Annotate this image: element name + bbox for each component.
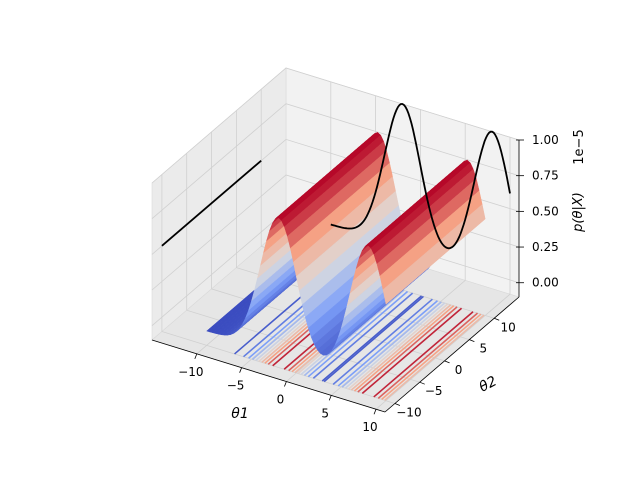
axis-labels: θ1 θ2 p(θ|X) 1e−5 — [231, 129, 587, 422]
marginal-theta1 — [330, 103, 511, 250]
contour-line — [347, 303, 449, 390]
z-tick-label: 1.00 — [532, 133, 559, 147]
grid-line-y — [260, 89, 495, 319]
z-axis-label: p(θ|X) — [571, 192, 586, 233]
grid-line-y — [161, 174, 396, 404]
contour-line — [377, 312, 479, 399]
y-tick-label: −5 — [425, 384, 443, 398]
contour-line — [303, 289, 405, 377]
y-tick — [469, 339, 475, 342]
y-tick — [444, 360, 450, 364]
contour-line — [384, 314, 485, 401]
grid-line-y — [186, 153, 420, 383]
marginal-theta2 — [161, 159, 262, 247]
z-tick-label: 0.00 — [532, 276, 559, 290]
grid-line-z — [151, 67, 520, 184]
probability-surface — [206, 132, 486, 356]
x-axis-line — [151, 339, 386, 413]
contour-line — [361, 307, 463, 395]
x-tick — [239, 367, 242, 373]
contour-line — [344, 302, 446, 389]
y-tick — [494, 317, 500, 321]
axes: −10 −5 0 5 10 −10 −5 0 5 10 0.00 0.25 0.50 0.75 1.00 — [151, 133, 559, 434]
x-tick — [194, 353, 198, 359]
x-tick-label: 0 — [277, 393, 285, 407]
marginal-theta2-line — [161, 159, 262, 247]
contour-line — [353, 305, 455, 392]
surface-strip — [382, 204, 486, 305]
x-tick — [284, 381, 287, 387]
contour-line — [332, 298, 433, 385]
y-axis-line — [384, 296, 520, 413]
y-tick — [419, 381, 425, 385]
x-axis-label: θ1 — [231, 406, 248, 422]
x-tick — [328, 395, 332, 401]
grid-line-z — [151, 103, 520, 220]
y-tick — [394, 403, 401, 406]
z-tick-label: 0.50 — [532, 204, 559, 218]
contour-line — [307, 290, 409, 378]
grid-line-y — [211, 131, 445, 362]
grid-line-y — [235, 110, 470, 340]
contour-line — [321, 295, 423, 382]
marginal-theta1-curve — [330, 103, 511, 250]
z-offset-label: 1e−5 — [572, 129, 587, 164]
contour-line — [312, 292, 414, 379]
contour-line — [337, 300, 438, 387]
z-tick-label: 0.75 — [532, 169, 559, 183]
contour-line — [381, 313, 482, 400]
y-tick-label: 10 — [501, 320, 516, 334]
contour-line — [341, 301, 442, 388]
y-tick-label: 5 — [480, 342, 488, 356]
contour-line — [357, 306, 458, 393]
contour-line — [350, 304, 452, 391]
x-tick-label: −10 — [178, 365, 203, 379]
y-tick-label: 0 — [455, 363, 463, 377]
z-tick-label: 0.25 — [532, 240, 559, 254]
y-tick-label: −10 — [396, 405, 421, 419]
contour-line — [373, 311, 474, 398]
y-axis-label: θ2 — [477, 373, 500, 395]
contour-line — [323, 295, 424, 383]
x-tick-label: −5 — [227, 379, 245, 393]
x-tick — [373, 409, 377, 415]
x-tick-label: 10 — [362, 420, 377, 434]
x-tick-label: 5 — [321, 406, 329, 420]
